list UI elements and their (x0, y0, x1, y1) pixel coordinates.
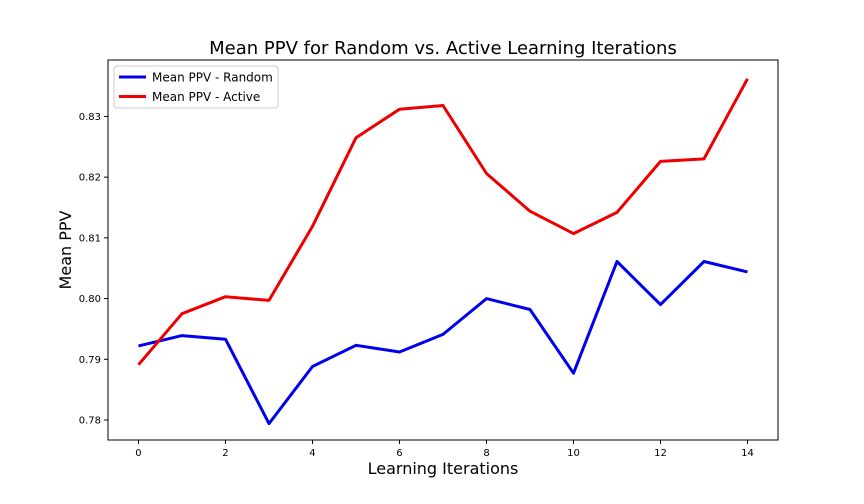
series-line (137, 78, 749, 366)
y-tick-label: 0.80 (79, 294, 101, 305)
chart-title: Mean PPV for Random vs. Active Learning … (209, 38, 677, 59)
plot-area (107, 59, 779, 441)
y-tick-label: 0.79 (79, 355, 101, 366)
y-tick-label: 0.81 (79, 233, 101, 244)
x-tick-label: 2 (222, 448, 228, 459)
y-tick-label: 0.78 (79, 415, 101, 426)
x-tick-label: 4 (309, 448, 315, 459)
x-tick-label: 6 (396, 448, 402, 459)
legend: Mean PPV - Random Mean PPV - Active (113, 65, 279, 109)
x-tick-label: 8 (483, 448, 489, 459)
x-tick-label: 0 (135, 448, 141, 459)
x-tick-label: 12 (654, 448, 667, 459)
y-axis-label: Mean PPV (56, 210, 75, 289)
x-axis-label: Learning Iterations (368, 459, 519, 478)
axis-ticks: 0 2 4 6 8 10 12 14 0.78 0.79 0.80 0.81 0.82 0.83 (79, 112, 754, 459)
x-tick-label: 10 (567, 448, 580, 459)
legend-label: Mean PPV - Random (152, 71, 273, 85)
y-tick-label: 0.83 (79, 112, 101, 123)
x-tick-label: 14 (741, 448, 754, 459)
legend-box (113, 65, 279, 109)
legend-label: Mean PPV - Active (152, 90, 260, 104)
series-lines (137, 78, 749, 426)
series-line (138, 260, 748, 426)
y-tick-label: 0.82 (79, 173, 101, 184)
